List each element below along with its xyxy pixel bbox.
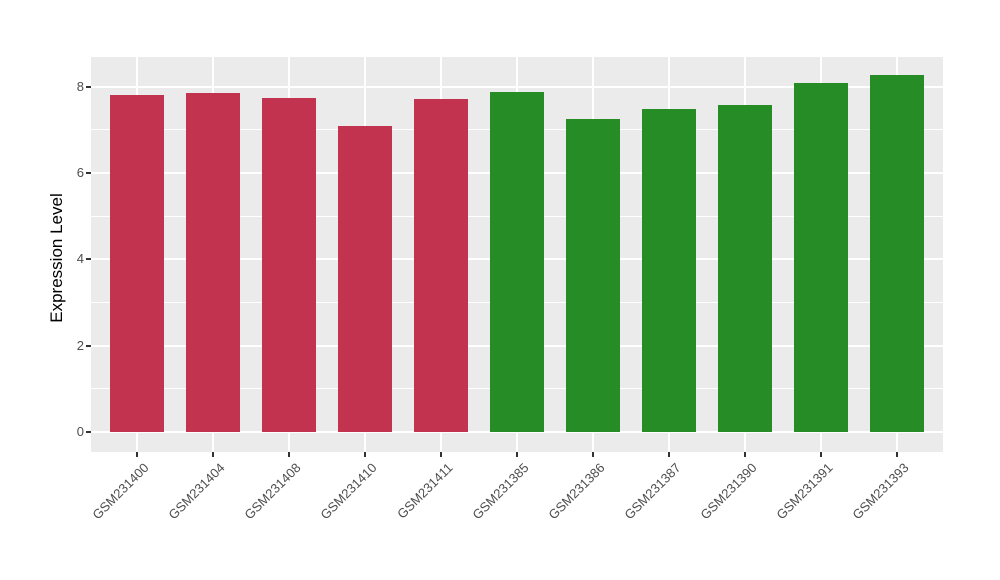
- y-tick-label: 0: [76, 424, 84, 440]
- x-tick-label-GSM231400: GSM231400: [89, 460, 152, 523]
- y-tick-mark: [86, 85, 91, 88]
- x-tick-label-GSM231404: GSM231404: [165, 460, 228, 523]
- bar-GSM231393: [870, 74, 925, 433]
- x-tick-mark: [363, 452, 366, 457]
- bar-GSM231404: [185, 93, 240, 433]
- x-tick-mark: [211, 452, 214, 457]
- y-tick-label: 4: [76, 251, 84, 267]
- y-tick-label: 6: [76, 165, 84, 181]
- x-tick-mark: [744, 452, 747, 457]
- x-tick-label-GSM231390: GSM231390: [697, 460, 760, 523]
- y-tick-mark: [86, 258, 91, 261]
- y-tick-label: 2: [76, 337, 84, 353]
- y-tick-mark: [86, 431, 91, 434]
- bar-GSM231411: [413, 99, 468, 433]
- x-tick-label-GSM231385: GSM231385: [469, 460, 532, 523]
- x-tick-label-GSM231387: GSM231387: [621, 460, 684, 523]
- bar-GSM231391: [794, 82, 849, 433]
- x-tick-mark: [592, 452, 595, 457]
- x-tick-label-GSM231408: GSM231408: [241, 460, 304, 523]
- bar-GSM231410: [337, 125, 392, 433]
- y-tick-mark: [86, 344, 91, 347]
- plot-panel: [91, 57, 943, 452]
- gridline-major: [91, 431, 943, 434]
- x-tick-label-GSM231386: GSM231386: [545, 460, 608, 523]
- x-tick-mark: [668, 452, 671, 457]
- x-tick-mark: [516, 452, 518, 457]
- x-tick-mark: [439, 452, 442, 457]
- x-tick-label-GSM231393: GSM231393: [849, 460, 912, 523]
- x-tick-label-GSM231410: GSM231410: [317, 460, 380, 523]
- bar-GSM231408: [261, 97, 316, 433]
- x-tick-mark: [896, 452, 899, 457]
- x-tick-mark: [287, 452, 290, 457]
- bar-GSM231386: [566, 118, 621, 433]
- bar-GSM231400: [109, 94, 164, 433]
- x-tick-label-GSM231411: GSM231411: [394, 460, 456, 522]
- bar-GSM231387: [642, 109, 697, 433]
- y-tick-label: 8: [76, 78, 84, 94]
- y-tick-mark: [86, 172, 91, 175]
- gridline-major: [91, 85, 943, 88]
- x-tick-mark: [820, 452, 823, 457]
- x-tick-label-GSM231391: GSM231391: [773, 460, 836, 523]
- bar-GSM231390: [718, 104, 773, 433]
- bar-GSM231385: [489, 91, 544, 433]
- x-tick-mark: [135, 452, 138, 457]
